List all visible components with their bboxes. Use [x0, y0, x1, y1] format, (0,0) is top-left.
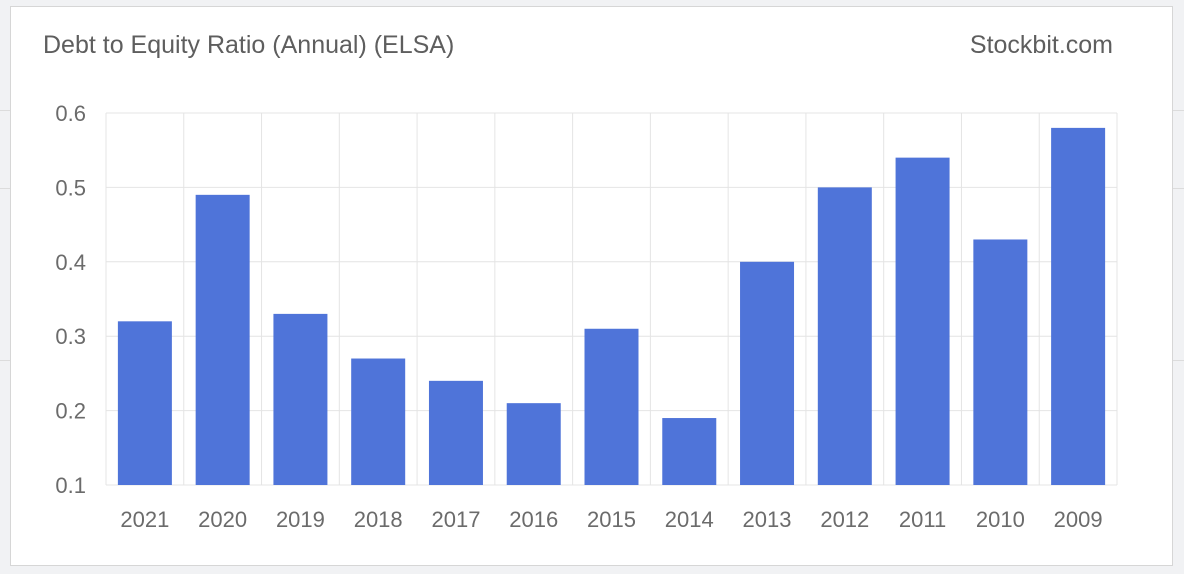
bar-2019[interactable]: [273, 313, 328, 485]
bar-2015[interactable]: [584, 328, 639, 485]
y-tick-label: 0.5: [55, 175, 86, 200]
x-tick-label: 2018: [354, 507, 403, 532]
x-tick-label: 2011: [899, 507, 946, 532]
y-tick-label: 0.2: [55, 399, 86, 424]
x-tick-label: 2010: [976, 507, 1025, 532]
bar-2020[interactable]: [195, 194, 250, 485]
bar-2016[interactable]: [506, 403, 561, 485]
x-tick-label: 2014: [665, 507, 714, 532]
bar-2014[interactable]: [662, 418, 717, 485]
x-tick-label: 2019: [276, 507, 325, 532]
x-tick-label: 2020: [198, 507, 247, 532]
chart-title: Debt to Equity Ratio (Annual) (ELSA): [43, 31, 455, 59]
x-tick-label: 2016: [509, 507, 558, 532]
x-tick-label: 2017: [431, 507, 480, 532]
x-tick-label: 2009: [1054, 507, 1103, 532]
bar-2013[interactable]: [740, 261, 795, 485]
y-tick-label: 0.1: [55, 473, 86, 498]
bar-2010[interactable]: [973, 239, 1028, 485]
x-tick-label: 2015: [587, 507, 636, 532]
x-tick-label: 2012: [820, 507, 869, 532]
bar-2012[interactable]: [817, 187, 872, 485]
y-tick-label: 0.3: [55, 324, 86, 349]
brand-label: Stockbit.com: [969, 31, 1113, 59]
bar-2011[interactable]: [895, 157, 950, 485]
x-tick-label: 2013: [743, 507, 792, 532]
y-axis-ticks: 0.1 0.2 0.3 0.4 0.5 0.6: [55, 101, 86, 498]
bar-2018[interactable]: [351, 358, 406, 485]
grid: [105, 112, 1118, 486]
x-tick-label: 2021: [120, 507, 169, 532]
chart-card: Debt to Equity Ratio (Annual) (ELSA) Sto…: [10, 6, 1173, 566]
x-axis-ticks: 2021 2020 2019 2018 2017 2016 2015 2014 2013 2012…: [120, 507, 1102, 532]
bar-2009[interactable]: [1051, 127, 1106, 485]
bar-2017[interactable]: [428, 380, 483, 485]
bar-chart: 0.10.20.30.40.50.6 2021 2020 2019 2018 2017 2…: [55, 101, 1118, 532]
y-tick-label: 0.4: [55, 250, 86, 275]
bars: [117, 127, 1106, 485]
y-tick-label: 0.6: [55, 101, 86, 126]
bar-2021[interactable]: [117, 321, 172, 485]
